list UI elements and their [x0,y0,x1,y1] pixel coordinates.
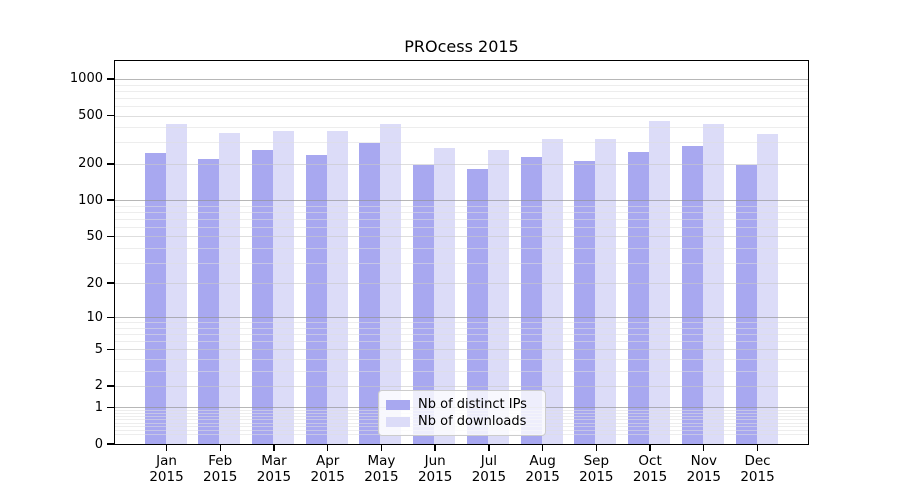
bar-downloads-dec [756,133,778,444]
bar-downloads-jan [165,123,187,444]
y-tick-50 [107,235,114,237]
legend-swatch-distinct-ips-icon [386,399,410,410]
bar-downloads-feb [219,132,241,444]
bar-distinct-ips-jan [144,153,166,444]
bar-distinct-ips-oct [628,152,650,444]
x-tick-label-jun: Jun 2015 [417,453,453,485]
y-tick-label-5: 5 [94,341,103,357]
y-tick-10 [107,316,114,318]
bar-downloads-jul [487,150,509,444]
y-tick-label-50: 50 [86,228,103,244]
bar-distinct-ips-feb [198,158,220,444]
bars-layer [114,60,809,445]
bar-downloads-mar [272,130,294,444]
x-tick-label-mar: Mar 2015 [256,453,292,485]
x-tick-label-nov: Nov 2015 [686,453,721,485]
legend-label-downloads: Nb of downloads [418,414,527,429]
bar-distinct-ips-sep [574,160,596,444]
y-tick-label-500: 500 [78,108,103,124]
y-tick-label-1000: 1000 [69,71,103,87]
bar-downloads-jun [434,147,456,444]
x-tick-dec [756,445,759,451]
x-tick-label-jul: Jul 2015 [471,453,507,485]
y-tick-label-2: 2 [94,378,103,394]
y-tick-label-0: 0 [94,436,103,452]
y-tick-1000 [107,78,114,80]
y-tick-0 [107,443,114,445]
y-tick-1 [107,406,114,409]
x-tick-mar [273,445,275,451]
x-tick-apr [326,445,329,451]
bar-distinct-ips-jun [413,165,435,444]
y-tick-500 [107,114,114,117]
bar-distinct-ips-aug [520,157,542,444]
x-tick-jan [165,445,168,451]
y-tick-label-1: 1 [94,399,103,415]
bar-downloads-nov [702,124,724,444]
x-tick-label-oct: Oct 2015 [632,453,668,485]
legend-row-distinct-ips: Nb of distinct IPs [386,397,535,412]
legend: Nb of distinct IPs Nb of downloads [378,390,546,436]
y-tick-2 [107,385,114,387]
y-tick-20 [107,282,114,284]
y-tick-200 [107,163,114,165]
x-tick-nov [703,445,705,451]
bar-downloads-apr [326,131,348,444]
chart-title: PROcess 2015 [404,37,519,56]
bar-distinct-ips-mar [251,149,273,444]
y-tick-label-10: 10 [86,309,103,325]
bar-distinct-ips-nov [681,146,703,444]
x-tick-sep [595,445,598,451]
bar-distinct-ips-apr [305,154,327,444]
x-tick-label-apr: Apr 2015 [310,453,345,485]
legend-label-distinct-ips: Nb of distinct IPs [418,397,527,412]
y-tick-5 [107,348,114,351]
bar-downloads-sep [595,138,617,444]
bar-distinct-ips-may [359,143,381,444]
x-tick-jun [434,445,436,451]
x-tick-label-jan: Jan 2015 [149,453,184,485]
y-tick-label-100: 100 [78,192,103,208]
bar-distinct-ips-dec [735,165,757,444]
x-tick-label-dec: Dec 2015 [740,453,775,485]
x-tick-label-feb: Feb 2015 [203,453,238,485]
plot-area: Nb of distinct IPs Nb of downloads [114,60,809,445]
legend-row-downloads: Nb of downloads [386,414,535,429]
x-tick-oct [649,445,651,451]
x-tick-label-may: May 2015 [364,453,399,485]
bar-downloads-oct [649,120,671,444]
x-tick-aug [541,445,544,451]
x-tick-label-aug: Aug 2015 [525,453,560,485]
x-tick-jul [488,445,490,451]
legend-swatch-downloads-icon [386,416,410,427]
y-tick-100 [107,199,114,201]
x-tick-label-sep: Sep 2015 [579,453,614,485]
bar-distinct-ips-jul [466,169,488,444]
y-tick-label-200: 200 [78,156,103,172]
x-tick-may [380,445,383,451]
x-tick-feb [219,445,221,451]
y-tick-label-20: 20 [86,275,103,291]
bar-downloads-aug [541,139,563,444]
